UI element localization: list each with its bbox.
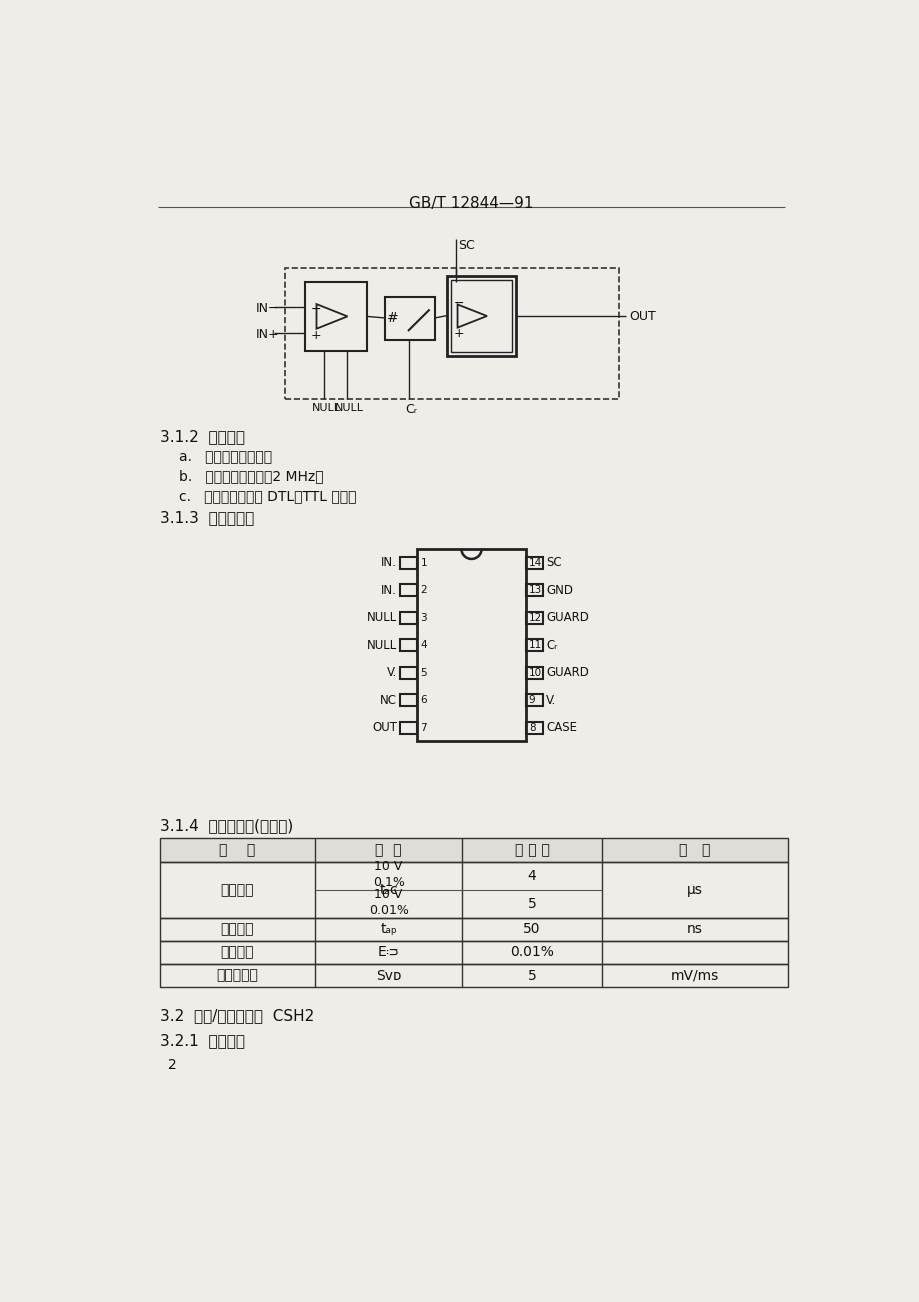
Text: 符  号: 符 号 bbox=[375, 842, 402, 857]
Text: GND: GND bbox=[545, 583, 573, 596]
Bar bbox=[384, 297, 435, 340]
Bar bbox=[304, 281, 367, 352]
Text: b.   放大器增益带宽：2 MHz；: b. 放大器增益带宽：2 MHz； bbox=[178, 470, 323, 483]
Text: 9: 9 bbox=[528, 695, 535, 706]
Text: IN−: IN− bbox=[255, 302, 279, 315]
Text: 单   位: 单 位 bbox=[678, 842, 709, 857]
Text: Eᴞ: Eᴞ bbox=[377, 945, 399, 960]
Text: 电压跳降率: 电压跳降率 bbox=[216, 969, 258, 983]
Text: 6: 6 bbox=[420, 695, 426, 706]
Text: 名    称: 名 称 bbox=[219, 842, 255, 857]
Text: V.: V. bbox=[545, 694, 556, 707]
Text: 馈通误差: 馈通误差 bbox=[221, 945, 254, 960]
Text: GUARD: GUARD bbox=[545, 611, 588, 624]
Text: −: − bbox=[311, 303, 322, 316]
Text: 7: 7 bbox=[420, 723, 426, 733]
Text: a.   反相或同相工作；: a. 反相或同相工作； bbox=[178, 450, 271, 465]
Text: NULL: NULL bbox=[335, 402, 364, 413]
Bar bbox=[400, 556, 417, 569]
Text: tₐₚ: tₐₚ bbox=[380, 922, 397, 936]
Text: 14: 14 bbox=[528, 557, 541, 568]
Bar bbox=[400, 612, 417, 624]
Text: +: + bbox=[453, 327, 464, 340]
Text: IN.: IN. bbox=[380, 583, 397, 596]
Text: 4: 4 bbox=[420, 641, 426, 650]
Text: 2: 2 bbox=[420, 585, 426, 595]
Text: 5: 5 bbox=[527, 897, 536, 911]
Text: NULL: NULL bbox=[367, 611, 397, 624]
Bar bbox=[160, 837, 787, 862]
Bar bbox=[400, 721, 417, 734]
Text: GUARD: GUARD bbox=[545, 667, 588, 680]
Bar bbox=[525, 667, 542, 678]
Text: tₐᴄ: tₐᴄ bbox=[379, 883, 397, 897]
Text: 孔径时间: 孔径时间 bbox=[221, 922, 254, 936]
Bar bbox=[160, 862, 787, 918]
Text: CASE: CASE bbox=[545, 721, 576, 734]
Bar bbox=[525, 612, 542, 624]
Text: −: − bbox=[453, 297, 464, 310]
Text: 3.2.1  功能框图: 3.2.1 功能框图 bbox=[160, 1034, 244, 1048]
Text: GB/T 12844—91: GB/T 12844—91 bbox=[409, 197, 533, 211]
Text: 3.1.3  引出端排列: 3.1.3 引出端排列 bbox=[160, 510, 254, 526]
Text: 0.01%: 0.01% bbox=[369, 904, 408, 917]
Text: NC: NC bbox=[380, 694, 397, 707]
Text: #: # bbox=[387, 311, 398, 326]
Text: 3.1.2  主要性能: 3.1.2 主要性能 bbox=[160, 430, 244, 444]
Text: 5: 5 bbox=[420, 668, 426, 677]
Text: 4: 4 bbox=[527, 870, 536, 883]
Text: SC: SC bbox=[458, 238, 474, 251]
Text: 10: 10 bbox=[528, 668, 541, 677]
Text: NULL: NULL bbox=[367, 639, 397, 652]
Text: 0.1%: 0.1% bbox=[372, 876, 404, 889]
Text: 10 V: 10 V bbox=[374, 861, 403, 874]
Bar bbox=[417, 549, 525, 741]
Text: V.: V. bbox=[386, 667, 397, 680]
Text: Cᵣ: Cᵣ bbox=[545, 639, 557, 652]
Text: IN+: IN+ bbox=[255, 328, 279, 341]
Bar bbox=[525, 585, 542, 596]
Text: Cᵣ: Cᵣ bbox=[404, 402, 416, 415]
Text: NULL: NULL bbox=[312, 402, 340, 413]
Text: 规 范 値: 规 范 値 bbox=[514, 842, 549, 857]
Text: 3.2  采样/保持放大器  CSH2: 3.2 采样/保持放大器 CSH2 bbox=[160, 1009, 314, 1023]
Text: ns: ns bbox=[686, 922, 702, 936]
Text: 1: 1 bbox=[420, 557, 426, 568]
Text: SC: SC bbox=[545, 556, 561, 569]
Bar bbox=[525, 721, 542, 734]
Text: Sᴠᴅ: Sᴠᴅ bbox=[376, 969, 401, 983]
Text: mV/ms: mV/ms bbox=[670, 969, 718, 983]
Text: IN.: IN. bbox=[380, 556, 397, 569]
Text: OUT: OUT bbox=[371, 721, 397, 734]
Bar bbox=[447, 276, 516, 357]
Text: 2: 2 bbox=[167, 1059, 176, 1072]
Bar bbox=[160, 963, 787, 987]
Text: μs: μs bbox=[686, 883, 702, 897]
Bar bbox=[400, 667, 417, 678]
Bar bbox=[525, 556, 542, 569]
Text: 13: 13 bbox=[528, 585, 541, 595]
Text: +: + bbox=[311, 329, 322, 342]
Bar bbox=[160, 941, 787, 963]
Text: 3.1.4  主要电参数(典型値): 3.1.4 主要电参数(典型値) bbox=[160, 819, 293, 833]
Text: OUT: OUT bbox=[629, 310, 655, 323]
Text: 0.01%: 0.01% bbox=[509, 945, 553, 960]
Text: c.   输入逻辑电平与 DTL、TTL 兆容。: c. 输入逻辑电平与 DTL、TTL 兆容。 bbox=[178, 488, 356, 503]
Text: 12: 12 bbox=[528, 613, 541, 622]
Text: 50: 50 bbox=[523, 922, 540, 936]
Bar bbox=[525, 694, 542, 707]
Text: 8: 8 bbox=[528, 723, 535, 733]
Bar bbox=[451, 280, 511, 352]
Bar bbox=[525, 639, 542, 651]
Bar bbox=[400, 694, 417, 707]
Bar bbox=[400, 585, 417, 596]
Text: 采集时间: 采集时间 bbox=[221, 883, 254, 897]
Text: 5: 5 bbox=[527, 969, 536, 983]
Text: 10 V: 10 V bbox=[374, 888, 403, 901]
Text: 3: 3 bbox=[420, 613, 426, 622]
Bar bbox=[160, 918, 787, 941]
Text: 11: 11 bbox=[528, 641, 541, 650]
Bar bbox=[400, 639, 417, 651]
Bar bbox=[285, 268, 618, 398]
